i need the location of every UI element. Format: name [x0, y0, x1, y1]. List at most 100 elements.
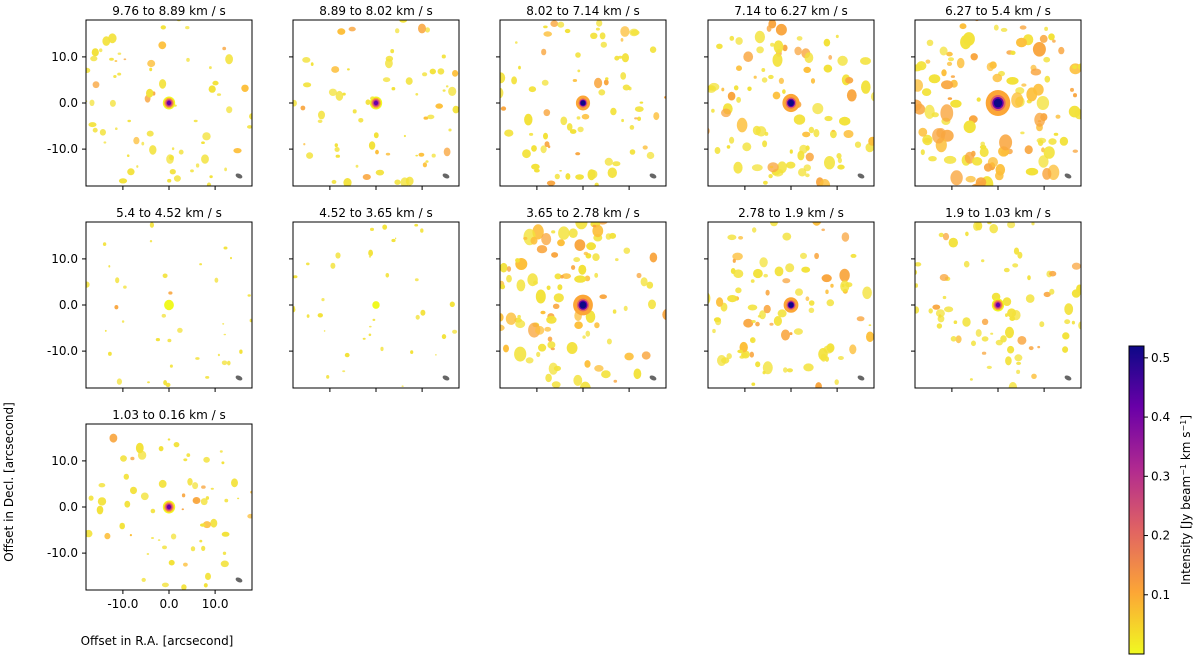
- emission-blob: [1005, 326, 1014, 339]
- emission-blob: [1019, 25, 1027, 30]
- emission-blob: [821, 228, 825, 232]
- emission-blob: [1011, 92, 1024, 108]
- emission-blob: [500, 324, 505, 332]
- emission-blob: [924, 104, 935, 119]
- emission-blob: [862, 286, 872, 300]
- emission-blob: [743, 318, 754, 328]
- emission-blob: [201, 154, 209, 164]
- emission-blob: [149, 145, 157, 155]
- emission-blob: [392, 189, 395, 192]
- emission-blob: [328, 88, 337, 97]
- emission-blob: [579, 381, 591, 388]
- emission-blob: [824, 115, 833, 122]
- emission-blob: [415, 154, 419, 157]
- emission-blob: [500, 313, 504, 322]
- emission-blob: [946, 51, 953, 57]
- emission-blob: [117, 72, 122, 76]
- emission-blob: [1032, 42, 1046, 57]
- emission-blob: [113, 75, 117, 78]
- emission-blob: [306, 314, 310, 318]
- emission-blob: [78, 495, 83, 500]
- emission-blob: [980, 141, 985, 147]
- emission-blob: [123, 58, 127, 61]
- emission-blob: [662, 309, 666, 321]
- emission-blob: [546, 285, 551, 291]
- emission-blob: [633, 368, 642, 380]
- emission-blob: [774, 266, 784, 277]
- emission-blob: [209, 66, 212, 70]
- emission-blob: [118, 178, 128, 184]
- emission-blob: [986, 365, 992, 369]
- emission-blob: [452, 105, 459, 114]
- emission-blob: [337, 28, 346, 35]
- emission-blob: [603, 79, 609, 86]
- emission-blob: [222, 551, 227, 555]
- emission-blob: [375, 149, 379, 155]
- emission-blob: [868, 136, 874, 146]
- source-contour: [373, 100, 379, 106]
- emission-blob: [224, 167, 228, 172]
- panel-title: 8.02 to 7.14 km / s: [526, 4, 640, 18]
- emission-blob: [516, 279, 526, 292]
- emission-blob: [948, 237, 958, 248]
- x-tick-label: 0.0: [159, 597, 178, 611]
- emission-blob: [1039, 34, 1048, 43]
- emission-blob: [136, 165, 139, 168]
- emission-blob: [523, 236, 528, 240]
- emission-blob: [420, 228, 424, 233]
- emission-blob: [624, 352, 634, 361]
- emission-blob: [599, 294, 607, 300]
- emission-blob: [217, 353, 220, 357]
- emission-blob: [981, 336, 989, 342]
- emission-blob: [525, 357, 534, 364]
- emission-blob: [303, 82, 312, 88]
- emission-blob: [167, 438, 171, 441]
- emission-blob: [755, 321, 760, 327]
- emission-blob: [733, 85, 739, 91]
- emission-blob: [915, 262, 922, 267]
- emission-blob: [796, 36, 803, 41]
- emission-blob: [414, 223, 419, 227]
- emission-blob: [612, 309, 617, 314]
- emission-blob: [500, 106, 507, 111]
- emission-blob: [742, 142, 752, 152]
- emission-blob: [840, 280, 850, 293]
- emission-blob: [843, 130, 854, 138]
- emission-blob: [751, 164, 763, 172]
- emission-blob: [846, 89, 857, 102]
- emission-blob: [587, 169, 596, 181]
- emission-blob: [427, 114, 435, 120]
- emission-blob: [254, 492, 262, 499]
- emission-blob: [1034, 112, 1046, 127]
- emission-blob: [572, 79, 578, 82]
- emission-blob: [494, 306, 498, 310]
- emission-blob: [247, 294, 251, 297]
- emission-blob: [1038, 155, 1049, 168]
- emission-blob: [845, 77, 854, 84]
- emission-blob: [102, 242, 107, 247]
- emission-blob: [623, 305, 628, 312]
- emission-blob: [390, 49, 395, 54]
- emission-blob: [974, 181, 986, 186]
- emission-blob: [575, 52, 581, 58]
- emission-blob: [575, 174, 584, 180]
- emission-blob: [1043, 146, 1055, 159]
- emission-blob: [401, 385, 404, 388]
- emission-blob: [155, 338, 160, 342]
- y-tick-label: -10.0: [47, 546, 78, 560]
- emission-blob: [437, 68, 445, 75]
- emission-blob: [837, 157, 843, 164]
- emission-blob: [715, 317, 722, 326]
- emission-blob: [649, 46, 657, 53]
- emission-blob: [785, 263, 795, 273]
- emission-blob: [729, 35, 735, 41]
- emission-blob: [813, 129, 820, 138]
- emission-blob: [202, 132, 211, 141]
- emission-blob: [604, 157, 613, 166]
- emission-blob: [123, 285, 127, 289]
- emission-blob: [1016, 37, 1027, 48]
- emission-blob: [581, 113, 590, 120]
- emission-blob: [782, 278, 791, 284]
- emission-blob: [1071, 320, 1075, 325]
